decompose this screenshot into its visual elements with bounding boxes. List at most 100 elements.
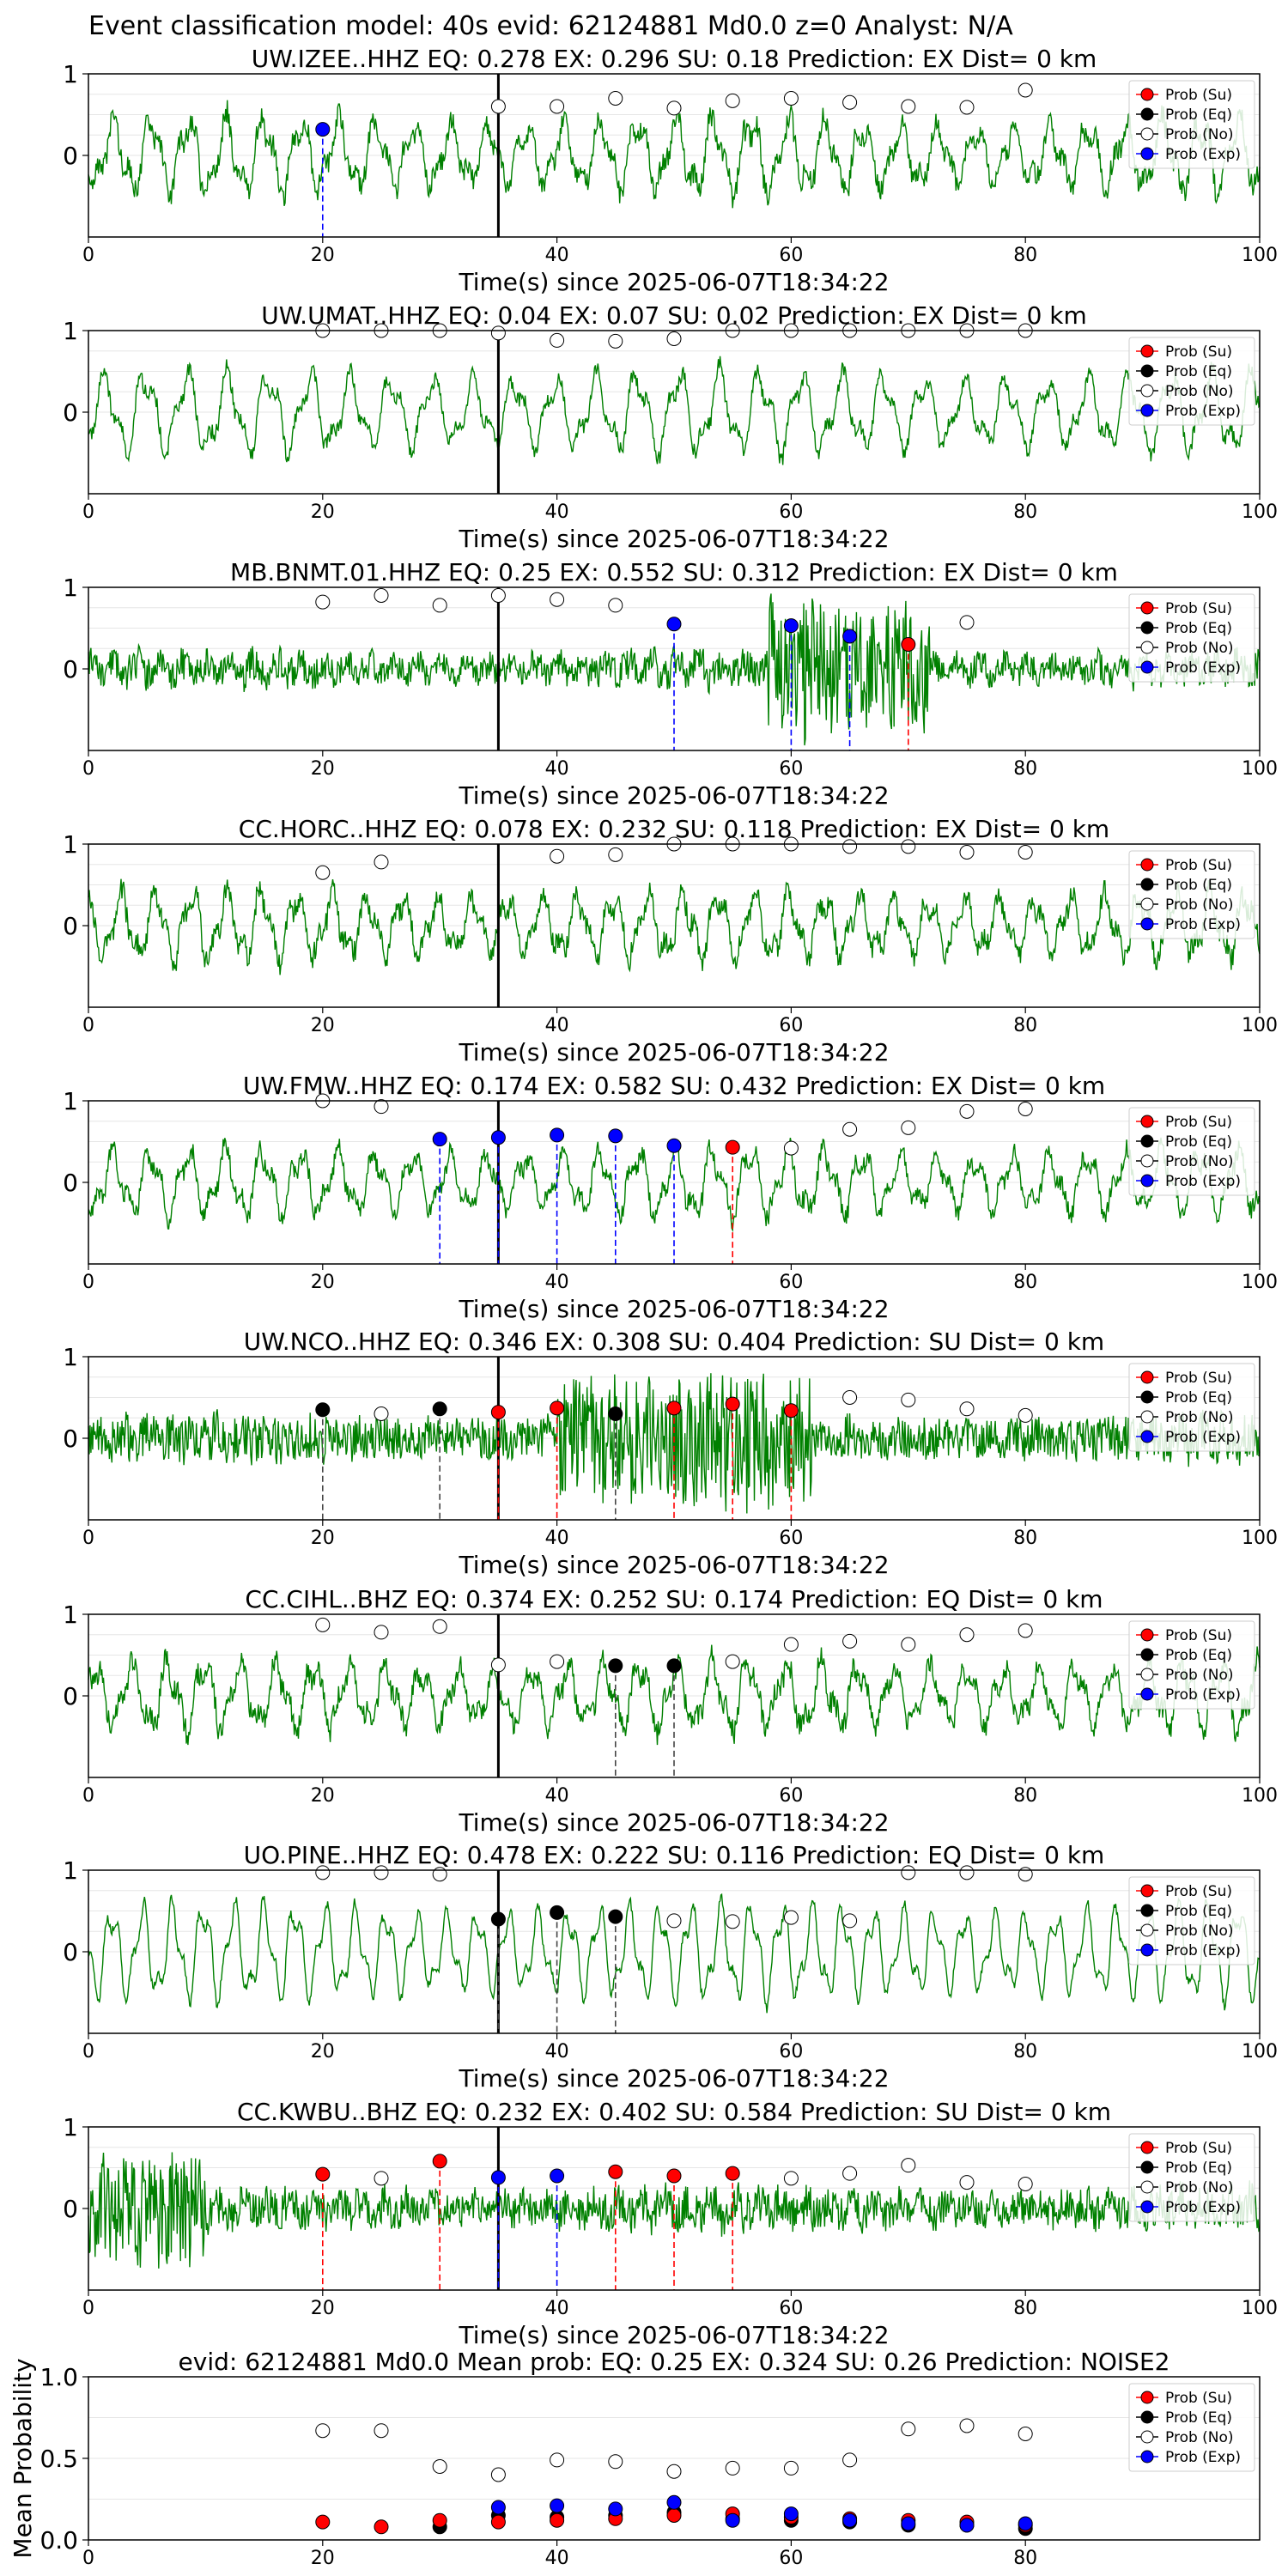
legend-marker — [1140, 1687, 1154, 1701]
prob-point-no — [374, 2171, 389, 2186]
prob-point-no — [374, 854, 389, 870]
legend-label: Prob (Eq) — [1165, 2160, 1232, 2177]
prob-point-exp — [432, 1132, 447, 1147]
legend-label: Prob (Su) — [1165, 343, 1232, 361]
legend-marker — [1140, 1943, 1154, 1957]
y-tick-label: 1 — [63, 574, 78, 602]
prob-point-no — [725, 1654, 740, 1669]
prob-point-no — [783, 1140, 799, 1156]
x-tick-label: 100 — [1242, 1785, 1278, 1807]
x-tick-label: 20 — [311, 1785, 335, 1807]
prob-point-exp — [490, 1130, 506, 1145]
y-tick-label: 1 — [63, 1601, 78, 1629]
legend-marker — [1140, 107, 1154, 121]
prob-point-no — [1018, 1867, 1033, 1882]
legend-box — [1128, 1363, 1255, 1452]
legend-box — [1128, 593, 1255, 683]
legend-label: Prob (No) — [1165, 126, 1234, 143]
x-tick-label: 20 — [311, 1272, 335, 1293]
legend: Prob (Su) Prob (Eq) Prob (No) Prob (Exp) — [1128, 1363, 1255, 1452]
prob-point-no — [959, 1627, 975, 1643]
prob-point-no — [901, 1392, 916, 1407]
prob-point-no — [1018, 82, 1033, 98]
prob-point-no — [374, 2423, 389, 2439]
legend-marker — [1140, 127, 1154, 141]
prob-point-no — [315, 2423, 331, 2439]
prob-point-su — [490, 1405, 506, 1420]
x-tick-label: 0 — [82, 1015, 94, 1036]
x-tick-label: 20 — [311, 2298, 335, 2319]
x-tick-label: 60 — [779, 758, 803, 780]
legend-marker — [1140, 2391, 1154, 2404]
x-tick-label: 40 — [545, 1272, 569, 1293]
prob-point-exp — [1018, 2516, 1033, 2531]
y-tick-label: 0 — [63, 655, 78, 683]
y-tick-label: 1 — [63, 60, 78, 88]
prob-point-eq — [608, 1909, 623, 1924]
prob-point-no — [1018, 845, 1033, 860]
legend-label: Prob (Exp) — [1165, 2199, 1241, 2216]
legend-label: Prob (No) — [1165, 2179, 1234, 2196]
prob-point-no — [842, 1121, 858, 1137]
x-tick-label: 80 — [1013, 2041, 1037, 2063]
legend-marker — [1140, 660, 1154, 674]
prob-point-no — [374, 588, 389, 603]
x-tick-label: 60 — [779, 1015, 803, 1036]
panel-8: UO.PINE..HHZ EQ: 0.478 EX: 0.222 SU: 0.1… — [63, 1841, 1278, 2093]
legend-label: Prob (No) — [1165, 640, 1234, 657]
x-tick-label: 0 — [82, 758, 94, 780]
x-tick-label: 80 — [1013, 758, 1037, 780]
panel-9: CC.KWBU..BHZ EQ: 0.232 EX: 0.402 SU: 0.5… — [63, 2098, 1278, 2349]
y-tick-label: 0 — [63, 142, 78, 170]
x-tick-label: 100 — [1242, 1528, 1278, 1549]
prob-point-su — [783, 1403, 799, 1419]
y-tick-label: 0.5 — [39, 2445, 78, 2473]
legend-label: Prob (Eq) — [1165, 1903, 1232, 1920]
prob-point-no — [959, 2418, 975, 2433]
prob-point-su — [725, 1139, 740, 1155]
prob-point-no — [490, 325, 506, 341]
legend-marker — [1140, 1174, 1154, 1188]
prob-point-no — [783, 2171, 799, 2186]
x-tick-label: 0 — [82, 501, 94, 523]
y-tick-label: 1 — [63, 2113, 78, 2142]
legend-label: Prob (Exp) — [1165, 403, 1241, 420]
legend-marker — [1140, 601, 1154, 615]
legend-box — [1128, 850, 1255, 939]
prob-point-eq — [490, 1911, 506, 1927]
prob-point-no — [901, 1637, 916, 1652]
prob-point-no — [842, 1633, 858, 1649]
x-tick-label: 100 — [1242, 501, 1278, 523]
prob-point-no — [666, 1913, 682, 1929]
prob-point-no — [550, 99, 565, 114]
panel-title: UO.PINE..HHZ EQ: 0.478 EX: 0.222 SU: 0.1… — [244, 1841, 1105, 1869]
panel-3: MB.BNMT.01.HHZ EQ: 0.25 EX: 0.552 SU: 0.… — [63, 558, 1278, 810]
prob-point-no — [666, 331, 682, 346]
prob-point-exp — [550, 2498, 565, 2513]
legend-label: Prob (Exp) — [1165, 1173, 1241, 1190]
x-tick-label: 20 — [311, 758, 335, 780]
legend: Prob (Su) Prob (Eq) Prob (No) Prob (Exp) — [1128, 1107, 1255, 1196]
prob-point-no — [666, 2464, 682, 2479]
prob-point-no — [550, 848, 565, 864]
legend-box — [1128, 80, 1255, 169]
x-tick-label: 100 — [1242, 2298, 1278, 2319]
legend-label: Prob (No) — [1165, 1153, 1234, 1170]
y-tick-label: 1 — [63, 1856, 78, 1885]
panel-title: CC.KWBU..BHZ EQ: 0.232 EX: 0.402 SU: 0.5… — [237, 2098, 1111, 2126]
x-axis-label: Time(s) since 2025-06-07T18:34:22 — [458, 1808, 889, 1837]
prob-point-no — [901, 839, 916, 854]
prob-point-no — [842, 2166, 858, 2181]
prob-point-no — [315, 865, 331, 880]
prob-point-no — [901, 1865, 916, 1880]
legend-marker — [1140, 1134, 1154, 1148]
prob-point-su — [490, 2514, 506, 2530]
legend-marker — [1140, 2141, 1154, 2154]
y-tick-label: 0 — [63, 1425, 78, 1453]
prob-point-exp — [608, 2501, 623, 2517]
panel-title: UW.FMW..HHZ EQ: 0.174 EX: 0.582 SU: 0.43… — [243, 1072, 1105, 1100]
legend-label: Prob (Su) — [1165, 857, 1232, 874]
y-tick-label: 0 — [63, 398, 78, 427]
legend-marker — [1140, 1410, 1154, 1424]
